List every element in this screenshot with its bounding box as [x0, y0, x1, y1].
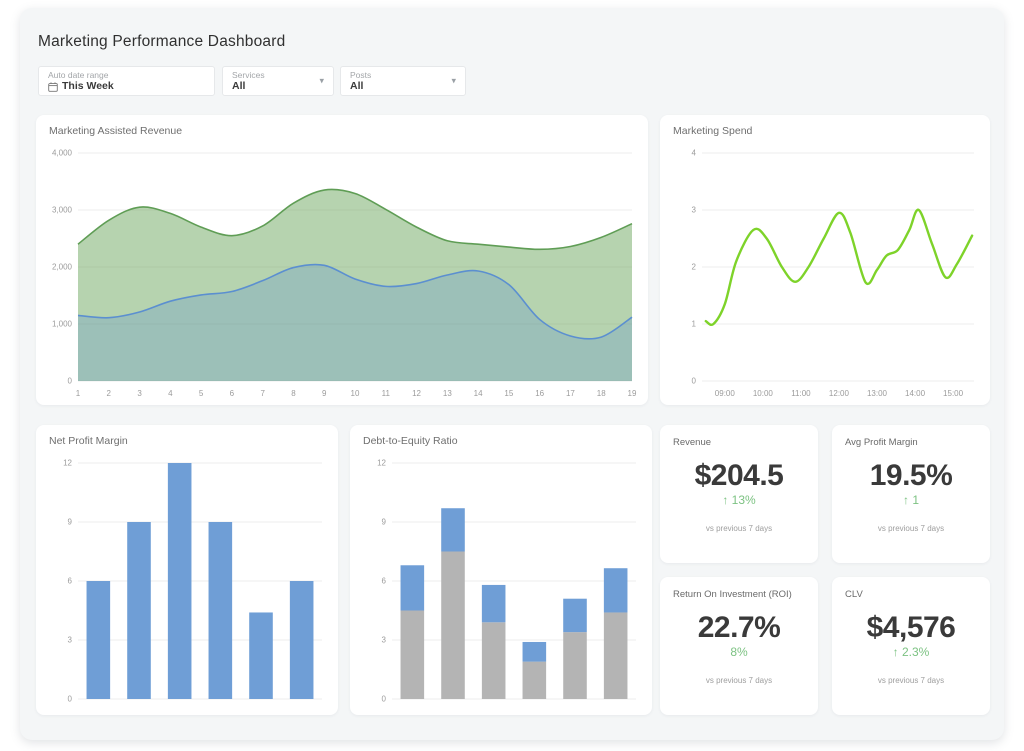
svg-text:3: 3 — [137, 389, 142, 398]
posts-value: All — [350, 80, 364, 92]
kpi-label: CLV — [845, 589, 863, 600]
svg-text:14: 14 — [474, 389, 483, 398]
marketing-assisted-revenue-chart: 0 1,000 2,000 3,000 4,000 1 2 3 4 5 6 7 8 9 10 11 12 13 14… — [44, 145, 642, 401]
services-value: All — [232, 80, 246, 92]
svg-text:7: 7 — [260, 389, 265, 398]
kpi-label: Avg Profit Margin — [845, 437, 918, 448]
svg-text:8: 8 — [291, 389, 296, 398]
svg-text:15: 15 — [504, 389, 513, 398]
svg-text:6: 6 — [382, 577, 387, 586]
kpi-card-avg-profit-margin: Avg Profit Margin 19.5% ↑ 1 vs previous … — [832, 425, 990, 563]
kpi-delta: ↑ 13% — [722, 493, 756, 507]
svg-text:3: 3 — [382, 636, 387, 645]
date-range-label: Auto date range — [48, 70, 109, 80]
debt-to-equity-chart: 0 3 6 9 12 — [358, 455, 646, 711]
kpi-label: Return On Investment (ROI) — [673, 589, 792, 600]
svg-text:5: 5 — [199, 389, 204, 398]
debt_to_equity-svg: 0 3 6 9 12 — [377, 459, 636, 704]
kpi-delta: 8% — [730, 645, 748, 659]
net-profit-margin-chart: 0 3 6 9 12 — [44, 455, 332, 711]
kpi-note: vs previous 7 days — [705, 676, 773, 685]
services-filter[interactable]: Services All ▾ — [222, 66, 334, 96]
svg-text:12: 12 — [377, 459, 386, 468]
svg-text:2: 2 — [692, 263, 697, 272]
kpi-value: 19.5% — [869, 459, 953, 492]
card-marketing-spend: Marketing Spend 0 1 2 3 4 09:00 10:00 11:00 12:0… — [660, 115, 990, 405]
card-debt-to-equity: Debt-to-Equity Ratio 0 3 6 9 12 — [350, 425, 652, 715]
svg-text:0: 0 — [692, 377, 697, 386]
spend-svg: 0 1 2 3 4 09:00 10:00 11:00 12:00 13:00 14:00 15:00 — [692, 149, 974, 398]
svg-text:11: 11 — [382, 389, 391, 398]
card-net-profit-margin: Net Profit Margin 0 3 6 9 12 — [36, 425, 338, 715]
svg-text:11:00: 11:00 — [791, 389, 811, 398]
chevron-down-icon: ▾ — [319, 75, 324, 86]
kpi-delta: ↑ 1 — [902, 493, 919, 507]
calendar-icon — [48, 81, 58, 92]
svg-text:0: 0 — [68, 377, 73, 386]
kpi-label: Revenue — [673, 437, 712, 448]
posts-label: Posts — [350, 70, 372, 80]
chart-title: Debt-to-Equity Ratio — [363, 435, 458, 447]
svg-text:13:00: 13:00 — [867, 389, 888, 398]
kpi-value: $4,576 — [866, 611, 956, 644]
kpi-note: vs previous 7 days — [877, 676, 945, 685]
kpi-note: vs previous 7 days — [705, 524, 773, 533]
svg-text:1: 1 — [692, 320, 697, 329]
svg-text:3: 3 — [692, 206, 697, 215]
svg-text:3: 3 — [68, 636, 73, 645]
kpi-value: 22.7% — [697, 611, 781, 644]
card-marketing-assisted-revenue: Marketing Assisted Revenue 0 1,000 2,000 3,… — [36, 115, 648, 405]
svg-text:4,000: 4,000 — [52, 149, 73, 158]
svg-text:9: 9 — [322, 389, 327, 398]
svg-text:19: 19 — [628, 389, 637, 398]
svg-text:9: 9 — [68, 518, 73, 527]
chart-title: Marketing Assisted Revenue — [49, 125, 183, 137]
chart-title: Marketing Spend — [673, 125, 753, 137]
svg-text:9: 9 — [382, 518, 387, 527]
svg-text:4: 4 — [692, 149, 697, 158]
svg-text:1: 1 — [76, 389, 81, 398]
svg-text:09:00: 09:00 — [715, 389, 736, 398]
svg-text:13: 13 — [443, 389, 452, 398]
svg-text:18: 18 — [597, 389, 606, 398]
chart-title: Net Profit Margin — [49, 435, 128, 447]
posts-filter[interactable]: Posts All ▾ — [340, 66, 466, 96]
svg-text:12:00: 12:00 — [829, 389, 850, 398]
svg-text:2: 2 — [107, 389, 112, 398]
kpi-card-revenue: Revenue $204.5 ↑ 13% vs previous 7 days — [660, 425, 818, 563]
svg-text:14:00: 14:00 — [905, 389, 926, 398]
svg-text:10:00: 10:00 — [753, 389, 774, 398]
page-title: Marketing Performance Dashboard — [38, 33, 286, 50]
kpi-card-clv: CLV $4,576 ↑ 2.3% vs previous 7 days — [832, 577, 990, 715]
svg-text:12: 12 — [63, 459, 72, 468]
net_profit_margin-svg: 0 3 6 9 12 — [63, 459, 322, 704]
svg-text:12: 12 — [412, 389, 421, 398]
svg-text:2,000: 2,000 — [52, 263, 73, 272]
date-range-value: This Week — [62, 80, 114, 92]
kpi-note: vs previous 7 days — [877, 524, 945, 533]
svg-text:16: 16 — [535, 389, 544, 398]
svg-text:6: 6 — [230, 389, 235, 398]
svg-text:6: 6 — [68, 577, 73, 586]
svg-text:0: 0 — [68, 695, 73, 704]
kpi-card-roi: Return On Investment (ROI) 22.7% 8% vs p… — [660, 577, 818, 715]
kpi-delta: ↑ 2.3% — [892, 645, 930, 659]
services-label: Services — [232, 70, 265, 80]
kpi-value: $204.5 — [694, 459, 784, 492]
svg-text:3,000: 3,000 — [52, 206, 73, 215]
svg-text:17: 17 — [566, 389, 575, 398]
dashboard-panel: Marketing Performance Dashboard Auto dat… — [20, 8, 1004, 740]
svg-text:4: 4 — [168, 389, 173, 398]
svg-text:15:00: 15:00 — [943, 389, 964, 398]
chevron-down-icon: ▾ — [451, 75, 456, 86]
svg-text:1,000: 1,000 — [52, 320, 73, 329]
svg-text:10: 10 — [351, 389, 360, 398]
marketing-spend-chart: 0 1 2 3 4 09:00 10:00 11:00 12:00 13:00 14:00 15:00 — [668, 145, 984, 401]
svg-text:0: 0 — [382, 695, 387, 704]
date-range-filter[interactable]: Auto date range This Week — [38, 66, 215, 96]
